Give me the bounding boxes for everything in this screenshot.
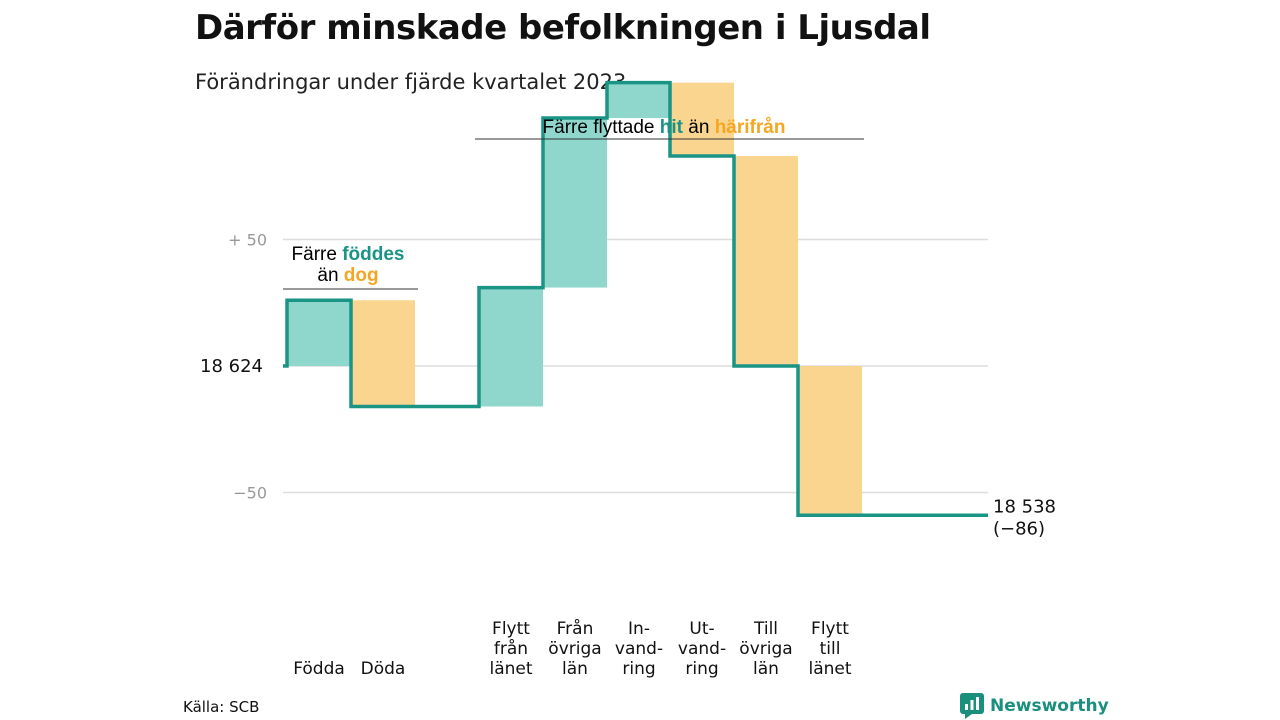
category-label-line: Flytt — [811, 619, 849, 639]
bar-flytt-till-länet — [798, 366, 862, 516]
category-label-line: från — [494, 638, 528, 659]
category-label-line: vand- — [615, 639, 663, 659]
natural-change-annotation: Färre föddes än dog — [283, 244, 418, 290]
category-label: Döda — [361, 659, 406, 679]
category-label-line: Ut- — [689, 619, 714, 639]
bar-ut--vand--ring — [670, 82, 734, 157]
chart-title: Därför minskade befolkningen i Ljusdal — [195, 8, 931, 48]
category-label-line: Från — [557, 618, 594, 639]
migration-emphasis-harifran: härifrån — [715, 117, 786, 138]
migration-annotation: Färre flyttade hit än härifrån — [475, 117, 864, 140]
category-label-line: ring — [685, 659, 718, 679]
category-label-line: länet — [489, 659, 532, 679]
category-label: In-vand-ring — [615, 619, 663, 679]
bar-födda — [287, 300, 351, 366]
category-label: Födda — [293, 659, 345, 679]
svg-text:än dog: än dog — [317, 265, 378, 286]
running-total-line — [283, 80, 988, 518]
category-label-line: vand- — [678, 639, 726, 659]
newsworthy-logo: Newsworthy — [960, 693, 1109, 719]
start-value-label: 18 624 — [200, 356, 263, 377]
category-label-line: Till — [753, 619, 778, 639]
category-label-line: län — [562, 659, 588, 679]
y-tick-label: −50 — [233, 484, 267, 503]
y-tick-label: + 50 — [228, 231, 267, 250]
category-label-line: In- — [628, 619, 650, 639]
bar-till-övriga-län — [734, 156, 798, 366]
category-label-line: Döda — [361, 659, 406, 679]
svg-text:Färre föddes: Färre föddes — [292, 244, 405, 265]
end-change-label: (−86) — [993, 518, 1045, 539]
end-value-label: 18 538 — [993, 496, 1056, 517]
migration-emphasis-hit: hit — [660, 117, 684, 138]
source-note: Källa: SCB — [183, 698, 260, 716]
natural-line1-prefix: Färre — [292, 244, 337, 265]
migration-middle: än — [688, 117, 709, 138]
newsworthy-logo-icon — [960, 693, 984, 719]
bar-flytt-från-länet — [479, 287, 543, 407]
svg-text:Färre flyttade hit: Färre flyttade hit än härifrån — [543, 117, 786, 138]
category-label-line: län — [753, 659, 779, 679]
natural-line2-prefix: än — [317, 265, 338, 286]
chart-subtitle: Förändringar under fjärde kvartalet 2023 — [195, 70, 627, 94]
natural-line2-emphasis: dog — [344, 265, 379, 286]
natural-line1-emphasis: föddes — [342, 244, 404, 265]
category-label-line: övriga — [739, 639, 792, 659]
category-label: Ut-vand-ring — [678, 619, 726, 679]
category-label-line: Födda — [293, 659, 345, 679]
category-label-line: ring — [622, 659, 655, 679]
newsworthy-logo-text: Newsworthy — [990, 696, 1109, 716]
bar-döda — [351, 300, 415, 407]
category-label-line: övriga — [548, 639, 601, 659]
bar-in--vand--ring — [607, 82, 671, 119]
bar-från-övriga-län — [543, 118, 607, 288]
category-label-line: till — [820, 639, 841, 659]
category-label-line: Flytt — [492, 619, 530, 639]
category-label-line: länet — [808, 659, 851, 679]
migration-prefix: Färre flyttade — [543, 117, 655, 138]
